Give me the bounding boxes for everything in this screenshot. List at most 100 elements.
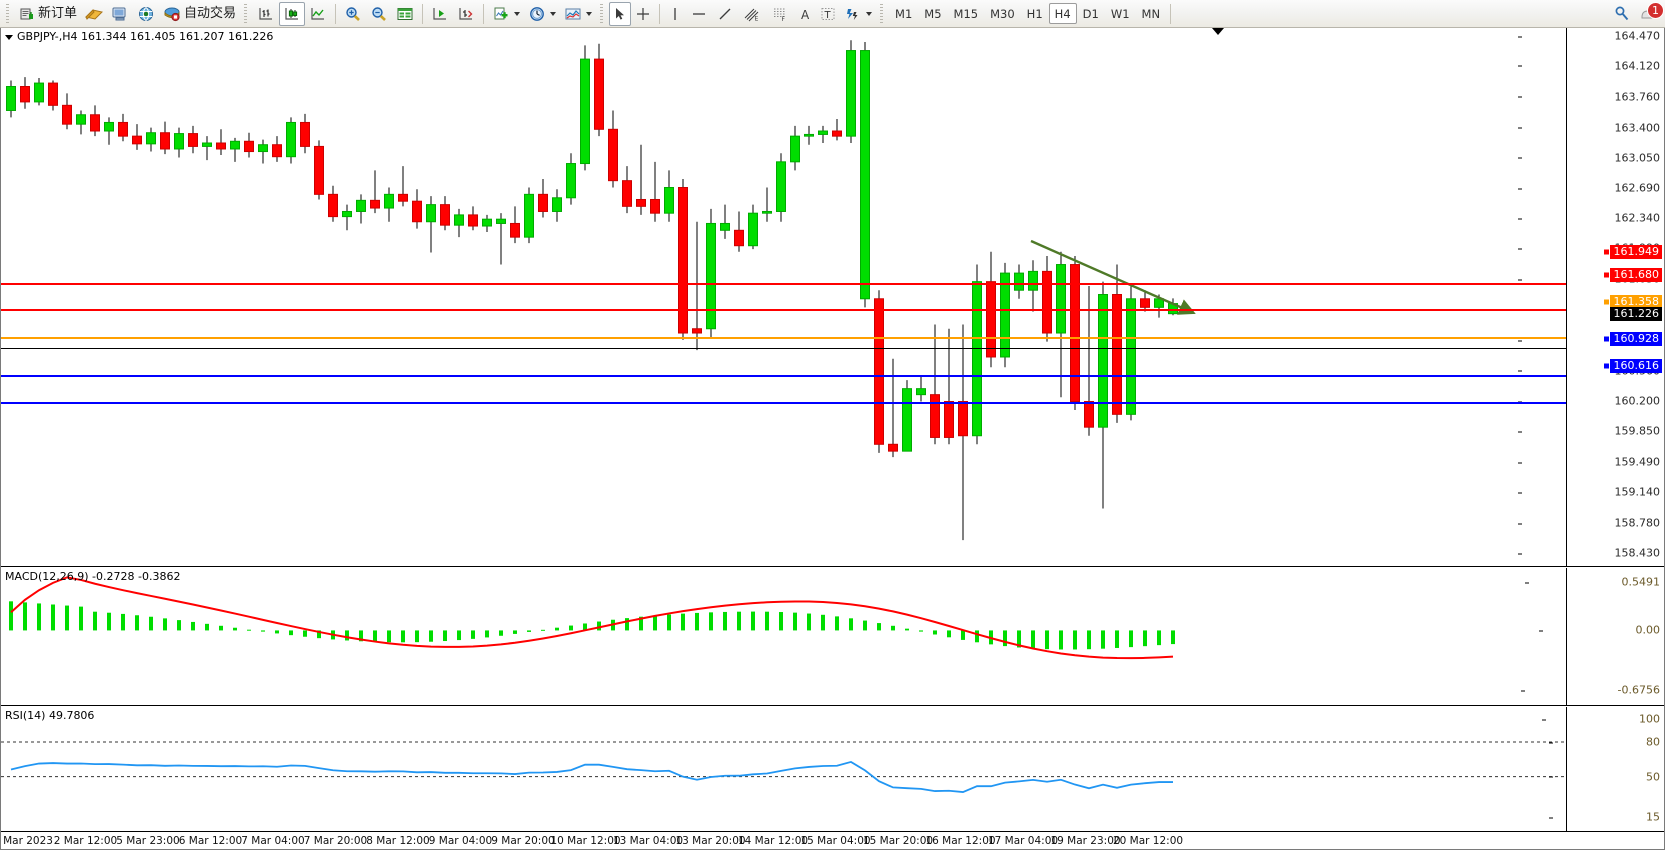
- vertical-line-icon: [668, 6, 682, 22]
- book-icon: [85, 6, 104, 22]
- time-axis-label: 10 Mar 12:00: [550, 835, 621, 847]
- rsi-label: RSI(14) 49.7806: [5, 709, 95, 722]
- time-axis-label: 13 Mar 04:00: [612, 835, 684, 847]
- auto-trading-icon: [163, 6, 181, 22]
- timeframe-mn[interactable]: MN: [1136, 3, 1167, 24]
- text-icon: A: [798, 6, 812, 22]
- price-axis-tick: 159.850: [1517, 425, 1660, 438]
- zoom-in-button[interactable]: [340, 2, 366, 26]
- time-axis-label: 19 Mar 23:00: [1050, 835, 1121, 847]
- new-chart-button[interactable]: [488, 2, 524, 26]
- indicators-button[interactable]: [560, 2, 596, 26]
- candlestick-chart-button[interactable]: [279, 1, 306, 26]
- terminal-button[interactable]: [107, 2, 133, 26]
- zoom-out-button[interactable]: [366, 2, 392, 26]
- rsi-pane[interactable]: RSI(14) 49.7806 100 80 50 15: [1, 707, 1664, 831]
- price-level-line-161680[interactable]: [1, 309, 1566, 311]
- price-axis-tick: 158.780: [1517, 517, 1660, 530]
- toolbar-grip[interactable]: [5, 3, 12, 24]
- chart-shift-button[interactable]: [427, 2, 453, 26]
- search-icon: [1613, 5, 1631, 23]
- price-level-label-161226[interactable]: 161.226: [1609, 306, 1662, 321]
- price-pane[interactable]: GBPJPY-,H4 161.344 161.405 161.207 161.2…: [1, 28, 1664, 567]
- toolbar-separator-5: [1170, 3, 1172, 24]
- price-level-line-160616[interactable]: [1, 402, 1566, 404]
- book-button[interactable]: [81, 2, 107, 26]
- auto-trading-button[interactable]: 自动交易: [159, 2, 240, 26]
- timeframe-m5[interactable]: M5: [918, 3, 947, 24]
- timeframe-m30-label: M30: [990, 6, 1015, 21]
- price-level-line-161358[interactable]: [1, 337, 1566, 339]
- timeframe-h4[interactable]: H4: [1048, 3, 1077, 24]
- timeframe-h1[interactable]: H1: [1021, 3, 1049, 24]
- price-plot-area[interactable]: [1, 28, 1566, 566]
- macd-pane[interactable]: MACD(12,26,9) -0.2728 -0.3862 0.5491 0.00…: [1, 568, 1664, 706]
- price-level-label-161358[interactable]: 161.358: [1602, 295, 1662, 310]
- price-level-label-160616[interactable]: 160.616: [1602, 358, 1662, 373]
- new-chart-icon: [492, 6, 510, 22]
- toolbar-separator-1: [335, 3, 337, 24]
- timeframe-mn-label: MN: [1141, 6, 1161, 21]
- timeframe-h4-label: H4: [1054, 6, 1071, 21]
- horizontal-line-button[interactable]: [686, 2, 712, 26]
- data-window-button[interactable]: [392, 2, 418, 26]
- search-button[interactable]: [1609, 2, 1635, 26]
- price-axis[interactable]: 164.470 164.120 163.760 163.400 163.050 162.6…: [1517, 28, 1664, 566]
- bar-chart-button[interactable]: [253, 2, 279, 26]
- text-label-button[interactable]: T: [816, 2, 840, 26]
- indicators-caret-icon[interactable]: [586, 11, 593, 16]
- price-level-line-161949[interactable]: [1, 283, 1566, 285]
- period-separator-button[interactable]: [524, 2, 560, 26]
- timeframe-d1[interactable]: D1: [1077, 3, 1105, 24]
- auto-scroll-icon: [457, 6, 475, 22]
- globe-signal-icon: [137, 6, 155, 22]
- fibonacci-button[interactable]: F: [766, 2, 794, 26]
- text-tool-button[interactable]: A: [794, 2, 816, 26]
- toolbar-grip-2[interactable]: [243, 3, 251, 24]
- chart-symbol-header: GBPJPY-,H4 161.344 161.405 161.207 161.2…: [5, 30, 273, 43]
- svg-text:F: F: [782, 16, 786, 22]
- timeframe-m1-label: M1: [895, 6, 913, 21]
- time-axis-label: 15 Mar 20:00: [862, 835, 934, 847]
- toolbar-grip-4[interactable]: [879, 3, 887, 24]
- auto-scroll-button[interactable]: [453, 2, 479, 26]
- timeframe-m30[interactable]: M30: [984, 3, 1021, 24]
- candlestick-series: [6, 40, 1178, 541]
- shapes-button[interactable]: [840, 2, 876, 26]
- period-caret-icon[interactable]: [550, 11, 557, 16]
- price-level-line-160928[interactable]: [1, 375, 1566, 377]
- clock-icon: [528, 6, 546, 22]
- price-level-label-161680[interactable]: 161.680: [1602, 267, 1662, 282]
- timeframe-d1-label: D1: [1082, 6, 1099, 21]
- new-order-button[interactable]: 新订单: [15, 2, 81, 26]
- svg-text:T: T: [824, 10, 832, 21]
- price-axis-tick: 162.340: [1517, 212, 1660, 225]
- shapes-caret-icon[interactable]: [866, 11, 873, 16]
- price-level-label-160928[interactable]: 160.928: [1602, 332, 1662, 347]
- macd-series: [9, 576, 1175, 660]
- price-axis-tick: 159.140: [1517, 486, 1660, 499]
- equidistant-channel-button[interactable]: E: [738, 2, 766, 26]
- vertical-line-button[interactable]: [664, 2, 686, 26]
- price-axis-tick: 158.430: [1517, 547, 1660, 560]
- timeframe-m1[interactable]: M1: [889, 3, 918, 24]
- price-level-label-161949[interactable]: 161.949: [1602, 244, 1662, 259]
- collapse-triangle-icon[interactable]: [5, 34, 13, 40]
- cursor-tool-button[interactable]: [609, 1, 632, 26]
- new-chart-caret-icon[interactable]: [514, 11, 521, 16]
- rsi-plot-area[interactable]: [1, 707, 1566, 831]
- notifications-button[interactable]: 1: [1635, 1, 1664, 26]
- signals-button[interactable]: [133, 2, 159, 26]
- timeframe-w1[interactable]: W1: [1105, 3, 1136, 24]
- line-chart-button[interactable]: [305, 2, 331, 26]
- trendline-button[interactable]: [712, 2, 738, 26]
- timeframe-m15[interactable]: M15: [948, 3, 985, 24]
- crosshair-tool-button[interactable]: [631, 2, 655, 26]
- toolbar-grip-3[interactable]: [599, 3, 607, 24]
- main-toolbar: 新订单: [0, 0, 1665, 28]
- macd-plot-area[interactable]: [1, 568, 1566, 705]
- svg-text:E: E: [755, 15, 759, 22]
- chart-window[interactable]: GBPJPY-,H4 161.344 161.405 161.207 161.2…: [0, 28, 1665, 850]
